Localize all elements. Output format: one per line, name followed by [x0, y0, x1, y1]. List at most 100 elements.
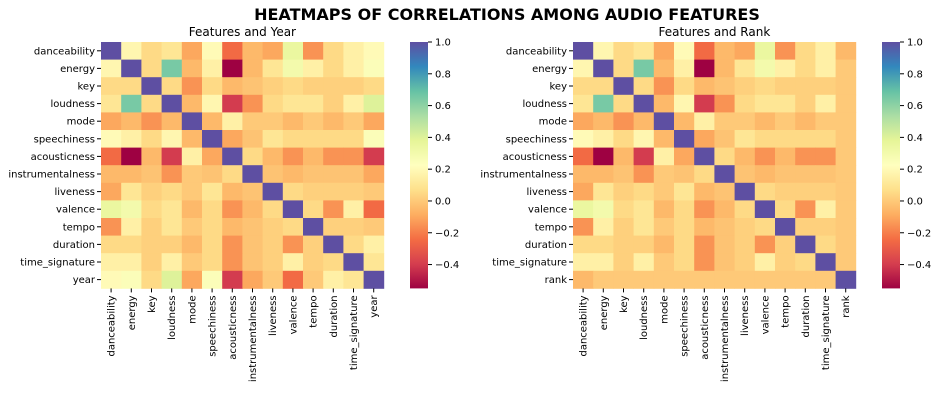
heatmap-cell — [222, 200, 243, 219]
heatmap-cell — [694, 147, 715, 166]
heatmap-cell — [734, 270, 756, 289]
heatmap-cell — [202, 42, 223, 60]
heatmap-cell — [202, 147, 223, 166]
heatmap-cell — [593, 59, 614, 78]
heatmap-cell — [363, 235, 385, 254]
heatmap-cell — [815, 130, 836, 148]
heatmap-cell — [262, 147, 284, 166]
heatmap-cell — [775, 147, 796, 166]
y-tick-label: liveness — [526, 187, 567, 198]
heatmap-cell — [181, 218, 203, 236]
y-tick-label: instrumentalness — [480, 170, 567, 181]
heatmap-cell — [835, 130, 857, 148]
heatmap-cell — [323, 165, 344, 184]
colorbar — [410, 42, 428, 289]
heatmap-cell — [734, 59, 756, 78]
heatmap-cell — [613, 130, 634, 148]
heatmap-cell — [262, 165, 284, 184]
heatmap-cell — [202, 270, 223, 289]
heatmap-cell — [573, 59, 594, 78]
y-tick-label: duration — [53, 240, 95, 251]
heatmap-cell — [674, 147, 695, 166]
heatmap-cell — [141, 59, 162, 78]
heatmap-cell — [303, 218, 324, 236]
heatmap-cell — [633, 94, 655, 113]
heatmap-cell — [593, 218, 614, 236]
heatmap-cell — [835, 253, 857, 272]
heatmap-cell — [121, 270, 142, 289]
heatmap-cell — [714, 253, 735, 272]
heatmap-cell — [734, 77, 756, 96]
heatmap-cell — [363, 218, 385, 236]
heatmap-cell — [303, 130, 324, 148]
heatmap-cell — [795, 42, 816, 60]
heatmap-cell — [282, 147, 304, 166]
heatmap-cell — [714, 200, 735, 219]
heatmap-cell — [262, 42, 284, 60]
colorbar-tick-label: 1.0 — [435, 38, 451, 49]
heatmap-cell — [835, 112, 857, 131]
heatmap-cell — [573, 94, 594, 113]
heatmap-cell — [161, 130, 183, 148]
heatmap-cell — [694, 200, 715, 219]
heatmap-cell — [181, 182, 203, 201]
heatmap-cell — [242, 59, 263, 78]
x-tick-label: mode — [187, 295, 198, 323]
heatmap-cell — [202, 130, 223, 148]
heatmap-cell — [734, 182, 756, 201]
x-tick-label: rank — [841, 295, 852, 318]
x-tick-label: valence — [288, 295, 299, 334]
heatmap-cell — [694, 270, 715, 289]
heatmap-cell — [141, 165, 162, 184]
heatmap-cell — [303, 182, 324, 201]
heatmap-cell — [161, 218, 183, 236]
heatmap-cell — [202, 59, 223, 78]
figure-title: HEATMAPS OF CORRELATIONS AMONG AUDIO FEA… — [254, 5, 760, 24]
heatmap-cell — [343, 218, 364, 236]
heatmap-cell — [775, 253, 796, 272]
heatmap-cell — [795, 77, 816, 96]
y-tick-label: acousticness — [31, 152, 95, 163]
heatmap-cell — [573, 253, 594, 272]
heatmap-cell — [714, 94, 735, 113]
heatmap-cell — [775, 42, 796, 60]
y-tick-label: energy — [60, 64, 95, 75]
heatmap-cell — [363, 200, 385, 219]
heatmap-cell — [161, 77, 183, 96]
colorbar-tick-label: 0.6 — [907, 101, 923, 112]
heatmap-cell — [161, 42, 183, 60]
heatmap-cell — [653, 165, 675, 184]
heatmap-cell — [303, 59, 324, 78]
heatmap-cell — [593, 235, 614, 254]
heatmap-cell — [653, 218, 675, 236]
heatmap-cell — [323, 77, 344, 96]
heatmap-cell — [573, 200, 594, 219]
heatmap-cell — [181, 235, 203, 254]
heatmap-cell — [202, 218, 223, 236]
heatmap-cell — [222, 235, 243, 254]
heatmap-cell — [795, 182, 816, 201]
heatmap-cell — [323, 200, 344, 219]
heatmap-cell — [633, 77, 655, 96]
heatmap-cell — [694, 165, 715, 184]
heatmap-cell — [323, 59, 344, 78]
heatmap-cell — [714, 235, 735, 254]
y-tick-label: duration — [525, 240, 567, 251]
heatmap-cell — [101, 77, 122, 96]
y-tick-label: year — [73, 275, 96, 286]
heatmap-cell — [775, 235, 796, 254]
heatmap-cell — [734, 94, 756, 113]
heatmap-panel-year: Features and Yeardanceabilityenergykeylo… — [8, 25, 459, 382]
heatmap-cell — [242, 42, 263, 60]
heatmap-cell — [674, 130, 695, 148]
heatmap-cell — [181, 94, 203, 113]
heatmap-cell — [754, 165, 776, 184]
heatmap-cell — [815, 270, 836, 289]
heatmap-cell — [815, 147, 836, 166]
heatmap-cell — [633, 218, 655, 236]
heatmap-cell — [754, 235, 776, 254]
colorbar-tick-label: 0.4 — [907, 133, 923, 144]
heatmap-cell — [835, 94, 857, 113]
heatmap-cell — [694, 59, 715, 78]
